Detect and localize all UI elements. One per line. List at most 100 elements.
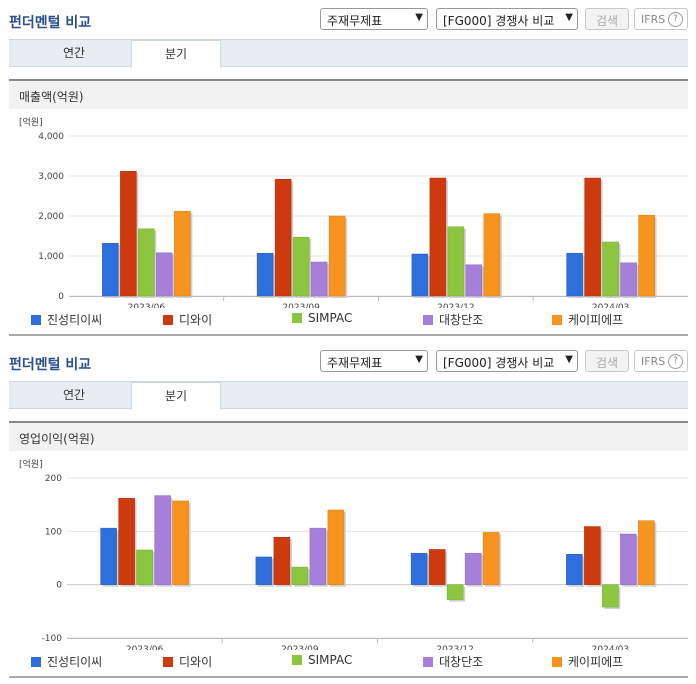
legend-swatch bbox=[163, 657, 173, 667]
bar bbox=[584, 526, 601, 585]
legend-item: 디와이 bbox=[163, 653, 212, 669]
ifrs-label: IFRS bbox=[641, 355, 666, 368]
comparison-group-select[interactable]: [FG000] 경쟁사 비교 ▼ bbox=[436, 350, 578, 372]
divider bbox=[9, 676, 688, 678]
x-tick-label: 2023/12 bbox=[437, 303, 474, 308]
bar bbox=[482, 532, 500, 585]
chevron-down-icon: ▼ bbox=[565, 12, 573, 23]
y-tick-label: -100 bbox=[42, 634, 63, 644]
comparison-group-select[interactable]: [FG000] 경쟁사 비교 ▼ bbox=[436, 8, 578, 30]
chart-legend: 진성티이씨 디와이 SIMPAC 대창단조 케이피에프 bbox=[9, 651, 688, 673]
divider bbox=[9, 334, 688, 336]
period-tabs: 연간 분기 bbox=[9, 39, 688, 68]
statement-type-select[interactable]: 주재무제표 ▼ bbox=[320, 8, 428, 30]
bar bbox=[292, 236, 310, 297]
tab-annual[interactable]: 연간 bbox=[62, 46, 86, 60]
fundamental-panel-revenue: 펀더멘털 비교 주재무제표 ▼ [FG000] 경쟁사 비교 ▼ 검색 IFRS… bbox=[9, 8, 688, 336]
search-button[interactable]: 검색 bbox=[585, 8, 629, 30]
legend-label: 케이피에프 bbox=[568, 313, 624, 327]
x-tick-label: 2024/03 bbox=[592, 645, 629, 650]
bar bbox=[446, 584, 464, 600]
legend-label: 진성티이씨 bbox=[47, 313, 103, 327]
comparison-group-value: [FG000] 경쟁사 비교 bbox=[443, 14, 555, 28]
search-button[interactable]: 검색 bbox=[585, 350, 629, 372]
bar bbox=[172, 500, 189, 585]
legend-swatch bbox=[31, 315, 41, 325]
legend-swatch bbox=[31, 657, 41, 667]
y-tick-label: 100 bbox=[45, 527, 62, 537]
legend-swatch bbox=[292, 313, 302, 323]
bar bbox=[156, 252, 173, 297]
bar bbox=[255, 556, 273, 585]
statement-type-select[interactable]: 주재무제표 ▼ bbox=[320, 350, 428, 372]
bar bbox=[566, 554, 583, 585]
bar bbox=[447, 226, 465, 297]
legend-label: 케이피에프 bbox=[568, 655, 624, 669]
panel-title: 펀더멘털 비교 bbox=[9, 15, 92, 31]
x-tick-label: 2023/06 bbox=[126, 645, 164, 650]
ifrs-help-button[interactable]: IFRS ? bbox=[634, 8, 688, 30]
bar bbox=[328, 215, 346, 297]
x-tick-label: 2023/09 bbox=[281, 645, 319, 650]
x-tick-label: 2023/12 bbox=[436, 645, 473, 650]
legend-swatch bbox=[163, 315, 173, 325]
y-axis-unit: [억원] bbox=[19, 458, 43, 470]
y-tick-label: 4,000 bbox=[38, 132, 64, 142]
bar bbox=[256, 252, 274, 297]
bar bbox=[483, 213, 501, 297]
tab-annual[interactable]: 연간 bbox=[62, 388, 86, 402]
bar bbox=[120, 170, 137, 297]
bar bbox=[428, 549, 446, 585]
bar bbox=[102, 242, 119, 297]
legend-item: SIMPAC bbox=[292, 653, 352, 669]
legend-label: SIMPAC bbox=[308, 653, 353, 667]
legend-item: SIMPAC bbox=[292, 311, 352, 327]
bar bbox=[411, 253, 429, 297]
legend-label: 디와이 bbox=[179, 313, 213, 327]
legend-swatch bbox=[423, 315, 433, 325]
chevron-down-icon: ▼ bbox=[415, 354, 423, 365]
statement-type-value: 주재무제표 bbox=[327, 14, 383, 28]
bar bbox=[273, 536, 291, 585]
section-header: 영업이익(억원) bbox=[9, 421, 688, 451]
bar bbox=[310, 261, 328, 297]
section-title: 영업이익(억원) bbox=[19, 432, 95, 446]
chart-legend: 진성티이씨 디와이 SIMPAC 대창단조 케이피에프 bbox=[9, 309, 688, 331]
bar bbox=[138, 228, 155, 297]
tab-quarterly[interactable]: 분기 bbox=[131, 40, 221, 68]
x-tick-label: 2023/06 bbox=[128, 303, 166, 308]
bar bbox=[602, 584, 619, 608]
bar bbox=[118, 498, 135, 585]
tab-quarterly[interactable]: 분기 bbox=[131, 382, 221, 410]
bar bbox=[602, 241, 619, 297]
legend-item: 케이피에프 bbox=[552, 311, 623, 327]
bar bbox=[465, 264, 483, 297]
y-tick-label: 1,000 bbox=[38, 252, 64, 262]
legend-item: 대창단조 bbox=[423, 653, 483, 669]
bar bbox=[410, 552, 428, 585]
y-tick-label: 200 bbox=[45, 474, 62, 484]
ifrs-help-button[interactable]: IFRS ? bbox=[634, 350, 688, 372]
period-tabs: 연간 분기 bbox=[9, 381, 688, 410]
bar bbox=[154, 495, 171, 585]
legend-item: 진성티이씨 bbox=[31, 653, 102, 669]
bar bbox=[638, 214, 655, 297]
bar bbox=[429, 177, 447, 297]
panel-title: 펀더멘털 비교 bbox=[9, 357, 92, 373]
bar bbox=[620, 262, 637, 297]
legend-label: 대창단조 bbox=[439, 655, 484, 669]
bar bbox=[100, 527, 117, 585]
panel-header: 펀더멘털 비교 주재무제표 ▼ [FG000] 경쟁사 비교 ▼ 검색 IFRS… bbox=[0, 342, 696, 380]
legend-swatch bbox=[423, 657, 433, 667]
legend-item: 진성티이씨 bbox=[31, 311, 102, 327]
fundamental-panel-operating-profit: 펀더멘털 비교 주재무제표 ▼ [FG000] 경쟁사 비교 ▼ 검색 IFRS… bbox=[0, 342, 696, 684]
bar bbox=[291, 566, 309, 585]
operating-profit-bar-chart: [억원] -100 0 100 200 2023/06 2023/09 2023/12 2024… bbox=[19, 458, 688, 650]
statement-type-value: 주재무제표 bbox=[327, 356, 383, 370]
legend-label: 디와이 bbox=[179, 655, 213, 669]
y-tick-label: 0 bbox=[56, 581, 62, 591]
bar bbox=[464, 552, 482, 585]
revenue-bar-chart: [억원] 0 1,000 2,000 3,000 4,000 2023/06 2023/09 2… bbox=[19, 116, 688, 308]
legend-label: SIMPAC bbox=[308, 311, 353, 325]
legend-label: 대창단조 bbox=[439, 313, 484, 327]
